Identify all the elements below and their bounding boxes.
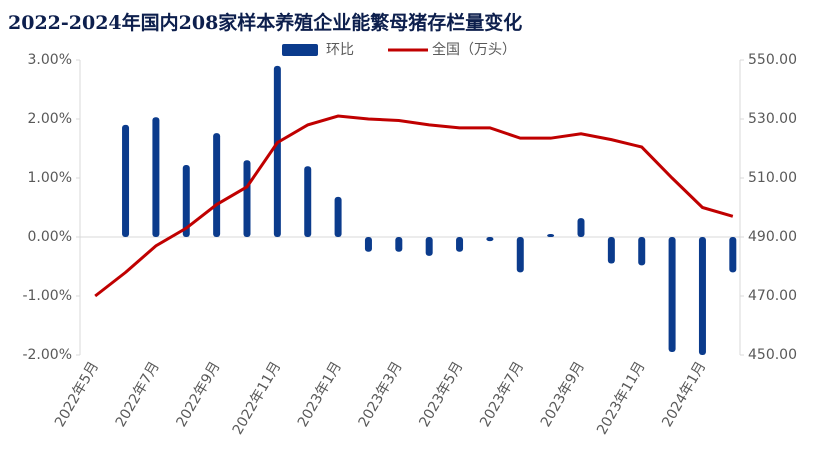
legend-label: 全国（万头） bbox=[432, 41, 516, 58]
y2-tick-label: 450.00 bbox=[748, 347, 797, 363]
bar bbox=[486, 237, 494, 242]
y-tick-label: -2.00% bbox=[22, 347, 72, 363]
bar bbox=[213, 133, 221, 237]
x-tick-label: 2023年3月 bbox=[356, 359, 406, 430]
x-tick-label: 2023年9月 bbox=[538, 359, 588, 430]
x-tick-label: 2022年7月 bbox=[113, 359, 163, 430]
bar bbox=[547, 234, 555, 237]
bar bbox=[577, 218, 585, 237]
bar bbox=[729, 237, 737, 273]
bar bbox=[516, 237, 524, 273]
y-tick-label: 2.00% bbox=[28, 111, 72, 127]
bar bbox=[638, 237, 646, 266]
y2-tick-label: 510.00 bbox=[748, 170, 797, 186]
bar bbox=[668, 237, 676, 353]
bar bbox=[607, 237, 615, 264]
y2-tick-label: 550.00 bbox=[748, 52, 797, 68]
x-tick-label: 2022年5月 bbox=[52, 359, 102, 430]
bar bbox=[243, 160, 251, 237]
y-tick-label: 1.00% bbox=[28, 170, 72, 186]
chart-title: 2022-2024年国内208家样本养殖企业能繁母猪存栏量变化 bbox=[8, 11, 522, 34]
y2-tick-label: 470.00 bbox=[748, 288, 797, 304]
bar bbox=[304, 166, 312, 237]
y-tick-label: -1.00% bbox=[22, 288, 72, 304]
x-tick-label: 2024年1月 bbox=[659, 359, 709, 430]
line bbox=[94, 114, 734, 298]
x-tick-label: 2023年5月 bbox=[416, 359, 466, 430]
bar bbox=[698, 237, 706, 355]
x-tick-label: 2022年11月 bbox=[230, 359, 285, 438]
x-tick-label: 2023年7月 bbox=[477, 359, 527, 430]
bar bbox=[273, 65, 281, 238]
bar bbox=[456, 237, 464, 252]
y2-tick-label: 530.00 bbox=[748, 111, 797, 127]
bar bbox=[334, 196, 342, 237]
bar bbox=[364, 237, 372, 252]
y-tick-label: 0.00% bbox=[28, 229, 72, 245]
bar bbox=[425, 237, 433, 256]
y2-tick-label: 490.00 bbox=[748, 229, 797, 245]
bar bbox=[152, 117, 160, 237]
legend-swatch bbox=[282, 44, 318, 56]
legend-label: 环比 bbox=[326, 42, 354, 58]
y-tick-label: 3.00% bbox=[28, 52, 72, 68]
bar bbox=[122, 124, 130, 237]
bar bbox=[395, 237, 403, 252]
x-tick-label: 2023年1月 bbox=[295, 359, 345, 430]
bar bbox=[182, 165, 190, 237]
x-tick-label: 2022年9月 bbox=[173, 359, 223, 430]
x-tick-label: 2023年11月 bbox=[594, 359, 649, 438]
